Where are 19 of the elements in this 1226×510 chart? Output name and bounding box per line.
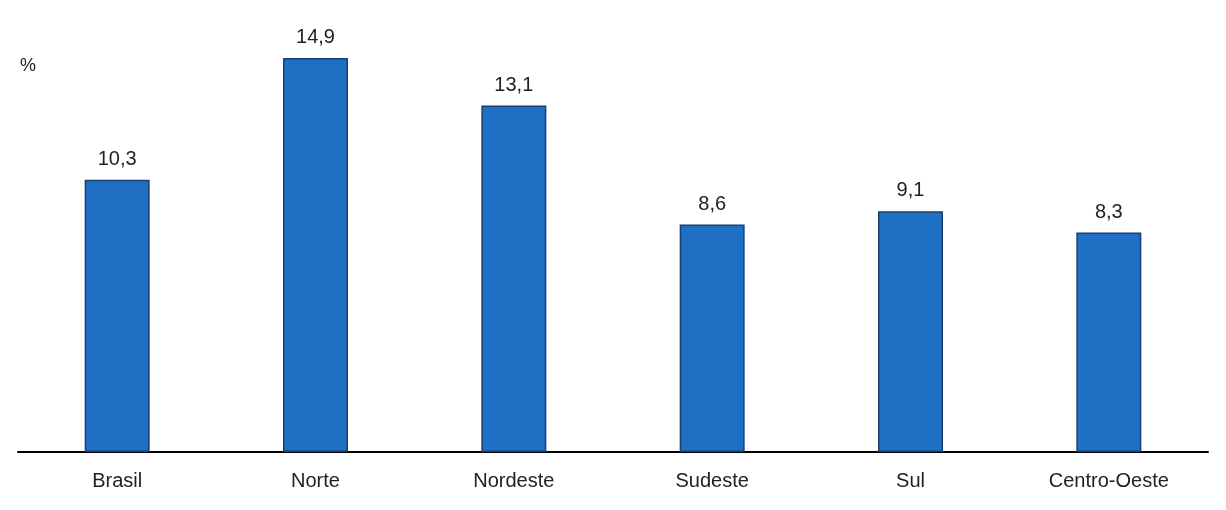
bar — [84, 179, 150, 452]
x-tick-label: Centro-Oeste — [1048, 469, 1169, 491]
data-label: 14,9 — [296, 25, 335, 47]
data-label: 13,1 — [494, 72, 534, 95]
bar — [283, 58, 348, 452]
data-label: 10,3 — [97, 146, 137, 169]
x-tick-label: Brasil — [92, 469, 143, 491]
x-tick-label: Norte — [291, 469, 340, 491]
data-label: 8,6 — [698, 191, 727, 214]
bar — [878, 211, 943, 452]
bar — [481, 105, 547, 452]
data-label: 8,3 — [1094, 199, 1123, 222]
x-tick-label: Nordeste — [473, 469, 555, 491]
data-label: 9,1 — [896, 178, 925, 201]
y-axis-title: % — [20, 55, 37, 75]
bar — [1076, 232, 1142, 452]
x-tick-label: Sudeste — [675, 469, 749, 491]
bar — [679, 224, 745, 452]
x-tick-label: Sul — [896, 469, 925, 491]
